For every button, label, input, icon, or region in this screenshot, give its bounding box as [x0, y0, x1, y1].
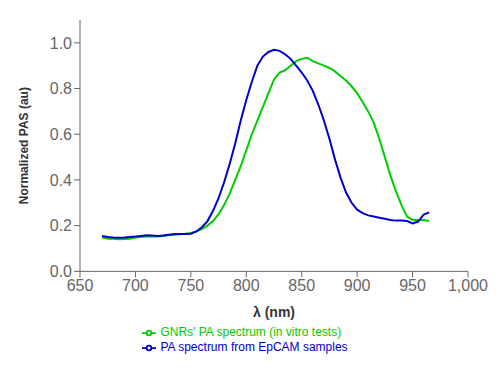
svg-text:900: 900	[344, 277, 371, 294]
svg-text:700: 700	[122, 277, 149, 294]
svg-text:650: 650	[66, 276, 94, 294]
svg-text:800: 800	[233, 277, 260, 294]
svg-text:0.8: 0.8	[50, 80, 72, 97]
svg-text:Normalized PAS (au): Normalized PAS (au)	[17, 87, 31, 204]
svg-text:0.4: 0.4	[50, 172, 72, 189]
html-text:PA spectrum from EpCAM samples: PA spectrum from EpCAM samples	[160, 340, 348, 355]
svg-text:850: 850	[288, 277, 315, 294]
svg-text:0.6: 0.6	[50, 126, 72, 143]
svg-text:750: 750	[178, 277, 205, 294]
svg-text:950: 950	[399, 277, 426, 294]
svg-text:0.0: 0.0	[50, 263, 72, 280]
html-text:GNRs' PA spectrum (in vitro te: GNRs' PA spectrum (in vitro tests)	[160, 325, 342, 340]
svg-text:1,000: 1,000	[448, 277, 488, 294]
svg-text:1.0: 1.0	[50, 35, 72, 52]
svg-text:λ (nm): λ (nm)	[253, 304, 295, 320]
svg-text:0.2: 0.2	[50, 217, 72, 234]
